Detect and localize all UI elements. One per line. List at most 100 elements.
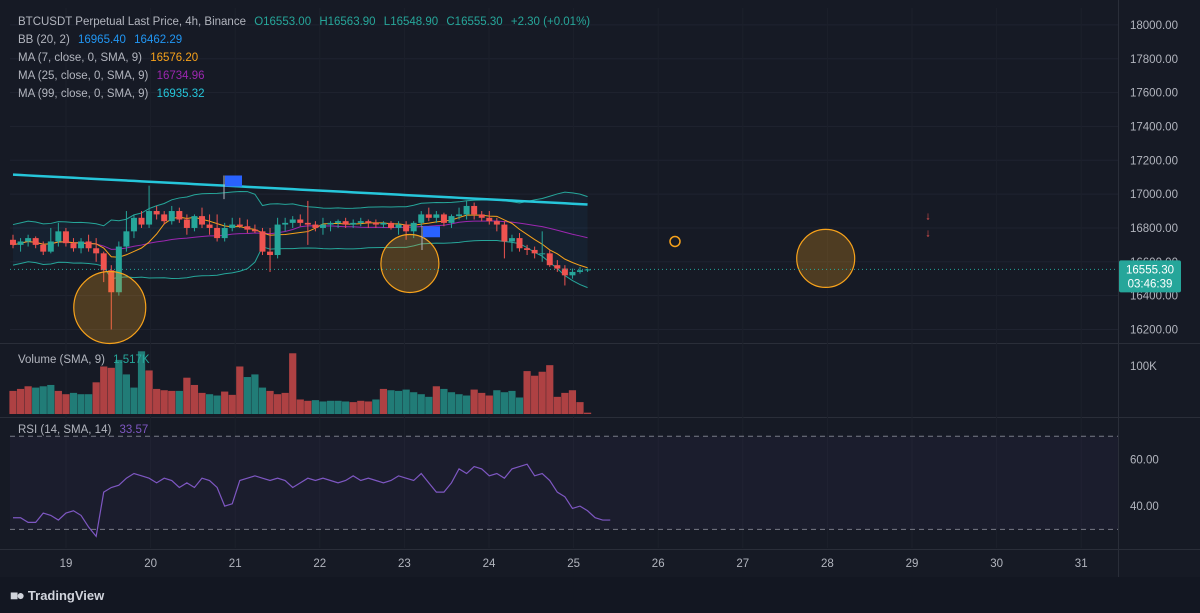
volume-bar (576, 402, 584, 414)
bb-legend[interactable]: BB (20, 2) 16965.40 16462.29 (18, 34, 182, 46)
flag-icon (225, 175, 242, 187)
last-price-text: 16555.30 (1126, 264, 1174, 276)
volume-bar (251, 374, 259, 414)
time-tick-label: 23 (398, 558, 411, 570)
candle-body (32, 238, 39, 245)
volume-bar (326, 400, 335, 414)
candle-body (146, 211, 153, 225)
volume-bar (561, 392, 569, 414)
candle-body (561, 268, 568, 276)
volume-bar (92, 382, 100, 414)
highlight-circle (380, 233, 440, 294)
price-tick-label: 16800.00 (1130, 223, 1178, 235)
ma99-legend[interactable]: MA (99, close, 0, SMA, 9) 16935.32 (18, 88, 205, 100)
volume-legend[interactable]: Volume (SMA, 9) 1.517K (18, 354, 150, 366)
bb-lower-value: 16462.29 (134, 34, 183, 46)
candle-body (380, 222, 387, 225)
volume-bar (546, 365, 554, 414)
volume-bar (168, 390, 176, 414)
price-tick-label: 17600.00 (1130, 88, 1178, 100)
time-tick-label: 20 (144, 558, 157, 570)
tradingview-logo-text: TradingView (27, 587, 105, 603)
candle-body (138, 217, 145, 225)
candle-body (251, 229, 258, 232)
candle-body (319, 224, 326, 228)
candle-body (297, 219, 304, 223)
volume-bar (493, 390, 501, 414)
candle-body (577, 270, 583, 272)
bb-upper-value: 16965.40 (77, 34, 126, 46)
volume-bar (470, 389, 478, 414)
symbol-title: BTCUSDT Perpetual Last Price, 4h, Binanc… (18, 16, 246, 28)
ma25-legend[interactable]: MA (25, close, 0, SMA, 9) 16734.96 (18, 70, 205, 82)
candle-body (539, 253, 546, 255)
candle-body (478, 214, 485, 218)
ohlc-low: L16548.90 (383, 16, 439, 28)
candle-body (357, 221, 364, 223)
volume-bar (349, 402, 357, 414)
candle-body (259, 231, 266, 252)
price-tick-label: 17000.00 (1130, 189, 1178, 201)
time-tick-label: 30 (990, 558, 1003, 570)
volume-bar (387, 390, 395, 414)
candle-body (312, 224, 319, 228)
volume-bar (274, 394, 282, 414)
volume-bar (372, 399, 380, 414)
volume-bar (311, 400, 319, 414)
candle-body (25, 238, 32, 242)
candle-body (214, 227, 221, 239)
volume-bar (485, 395, 493, 414)
candle-body (229, 224, 236, 228)
price-tick-label: 16200.00 (1130, 324, 1178, 336)
ohlc-close: C16555.30 (446, 16, 503, 28)
volume-bar (447, 392, 456, 414)
candle-body (524, 248, 531, 250)
candle-body (274, 224, 281, 256)
ohlc-change: +2.30 (+0.01%) (510, 16, 591, 28)
candle-body (569, 271, 576, 276)
candle-body (425, 214, 432, 218)
volume-bar (266, 390, 274, 414)
price-tick-label: 17400.00 (1130, 121, 1178, 133)
candle-body (85, 241, 92, 249)
time-tick-label: 24 (483, 558, 496, 570)
candle-body (493, 221, 500, 225)
highlight-circle (73, 270, 147, 345)
countdown-text: 03:46:39 (1128, 278, 1173, 290)
candle-body (584, 269, 591, 271)
ma99-label: MA (99, close, 0, SMA, 9) (18, 88, 149, 100)
volume-bar (531, 375, 539, 414)
volume-bar (175, 390, 183, 414)
volume-bar (357, 400, 365, 414)
volume-bar (394, 390, 403, 414)
rsi-value: 33.57 (119, 424, 149, 436)
candle-body (433, 214, 440, 218)
ma7-value: 16576.20 (150, 52, 199, 64)
ma7-legend[interactable]: MA (7, close, 0, SMA, 9) 16576.20 (18, 52, 198, 64)
rsi-legend[interactable]: RSI (14, SMA, 14) 33.57 (18, 424, 148, 436)
volume-bar (364, 401, 372, 414)
tradingview-logo[interactable]: ■● TradingView (10, 587, 104, 603)
candle-body (62, 231, 69, 244)
candle-body (161, 214, 168, 222)
candle-body (108, 270, 115, 293)
time-tick-label: 21 (229, 558, 242, 570)
candle-body (93, 248, 100, 254)
candle-body (10, 239, 16, 245)
ma7-label: MA (7, close, 0, SMA, 9) (18, 52, 142, 64)
volume-bar (319, 401, 327, 414)
ohlc-open: O16553.00 (254, 16, 312, 28)
rsi-tick-label: 40.00 (1130, 501, 1159, 513)
volume-bar (379, 388, 388, 414)
candle-body (546, 253, 553, 266)
candle-body (440, 214, 447, 223)
marker-circle (669, 235, 681, 248)
time-tick-label: 26 (652, 558, 665, 570)
volume-bar (145, 370, 153, 414)
time-tick-label: 31 (1075, 558, 1088, 570)
price-tick-label: 16400.00 (1130, 291, 1178, 303)
volume-bar (16, 388, 25, 414)
volume-bar (85, 394, 93, 414)
